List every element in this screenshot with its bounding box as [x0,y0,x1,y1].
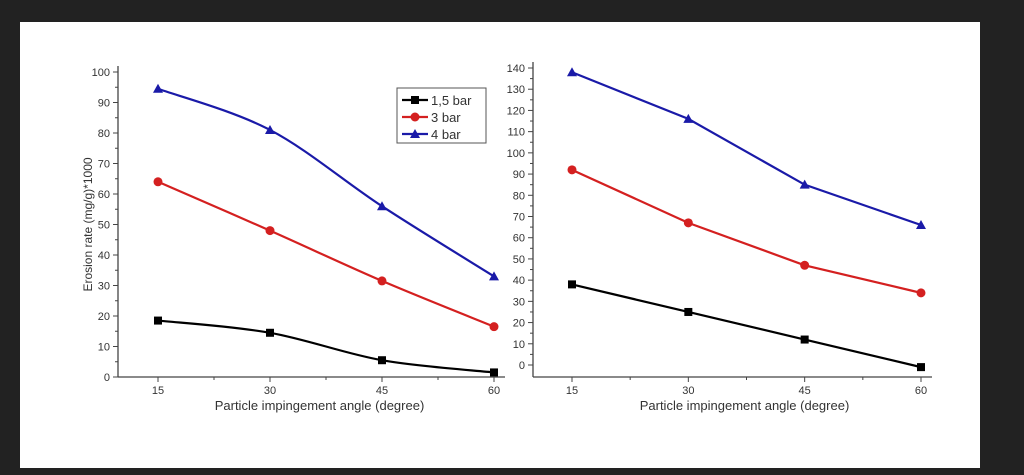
y-axis-title: Erosion rate (mg/g)*1000 [81,157,95,291]
data-point-circle [567,165,577,175]
y-tick-label: 90 [98,98,110,110]
data-point-square [411,96,419,104]
x-tick-label: 45 [376,385,388,397]
data-point-square [378,356,386,365]
data-point-square [800,335,809,344]
x-tick-label: 60 [915,385,927,397]
x-axis-title: Particle impingement angle (degree) [640,398,850,413]
y-tick-label: 30 [513,296,525,308]
y-tick-label: 10 [98,342,110,354]
series-3-bar [567,165,926,298]
y-tick-label: 80 [98,128,110,140]
data-point-triangle [567,67,577,77]
data-point-circle [916,288,926,298]
chart-1: 0 10 20 30 40 50 60 70 80 90 100 15 30 45 60 Particle i… [81,66,505,413]
y-tick-label: 100 [92,67,110,79]
x-tick-label: 15 [152,385,164,397]
y-tick-label: 40 [98,250,110,262]
data-point-triangle [153,83,163,93]
legend: 1,5 bar 3 bar 4 bar [396,87,487,144]
y-tick-label: 140 [507,63,525,75]
data-point-square [266,328,274,337]
data-point-circle [265,226,275,236]
data-point-circle [800,260,810,270]
data-point-square [684,307,693,316]
data-point-triangle [377,201,387,211]
data-point-square [917,363,925,372]
chart-2: 0 10 20 30 40 50 60 70 80 90 100 110 120 130 140 15 30 45… [507,62,932,413]
x-tick-label: 30 [682,385,694,397]
data-point-circle [377,276,387,286]
series-line [571,168,922,294]
x-axis-title: Particle impingement angle (degree) [215,398,425,413]
y-tick-label: 30 [98,281,110,293]
data-point-triangle [799,179,810,189]
y-tick-label: 0 [104,372,110,384]
series-4-bar [567,67,926,229]
y-tick-label: 20 [513,318,525,330]
x-tick-label: 30 [264,385,276,397]
legend-label: 4 bar [431,127,461,142]
data-point-triangle [265,124,275,134]
series-4-bar [153,83,499,281]
series-line [571,283,922,369]
legend-label: 1,5 bar [431,93,472,108]
x-tick-label: 45 [799,385,811,397]
data-point-square [568,280,576,289]
y-tick-label: 90 [513,169,525,181]
y-tick-label: 60 [98,189,110,201]
data-point-triangle [489,271,499,281]
y-tick-label: 130 [507,84,525,96]
y-tick-label: 100 [507,148,525,160]
y-tick-label: 0 [519,360,525,372]
series-line [157,319,495,374]
y-tick-label: 40 [513,275,525,287]
legend-label: 3 bar [431,110,461,125]
x-tick-label: 60 [488,385,500,397]
data-point-circle [489,322,499,332]
data-point-circle [410,112,420,122]
y-tick-label: 10 [513,339,525,351]
data-point-triangle [410,129,420,138]
data-point-circle [153,177,163,187]
data-point-triangle [683,113,694,123]
series-line [157,180,495,328]
series-line [571,71,922,227]
data-point-square [490,368,498,377]
y-tick-label: 20 [98,311,110,323]
y-tick-label: 50 [513,254,525,266]
series-1-5-bar [154,316,498,377]
data-point-square [154,316,162,325]
y-tick-label: 70 [513,212,525,224]
series-1-5-bar [568,280,925,372]
series-line [157,87,495,278]
x-tick-label: 15 [566,385,578,397]
y-tick-label: 80 [513,190,525,202]
series-3-bar [153,177,499,332]
y-tick-label: 50 [98,220,110,232]
y-tick-label: 60 [513,233,525,245]
y-tick-label: 70 [98,159,110,171]
y-tick-label: 120 [507,105,525,117]
y-tick-label: 110 [507,127,525,139]
data-point-circle [683,218,693,228]
data-point-triangle [916,219,926,229]
